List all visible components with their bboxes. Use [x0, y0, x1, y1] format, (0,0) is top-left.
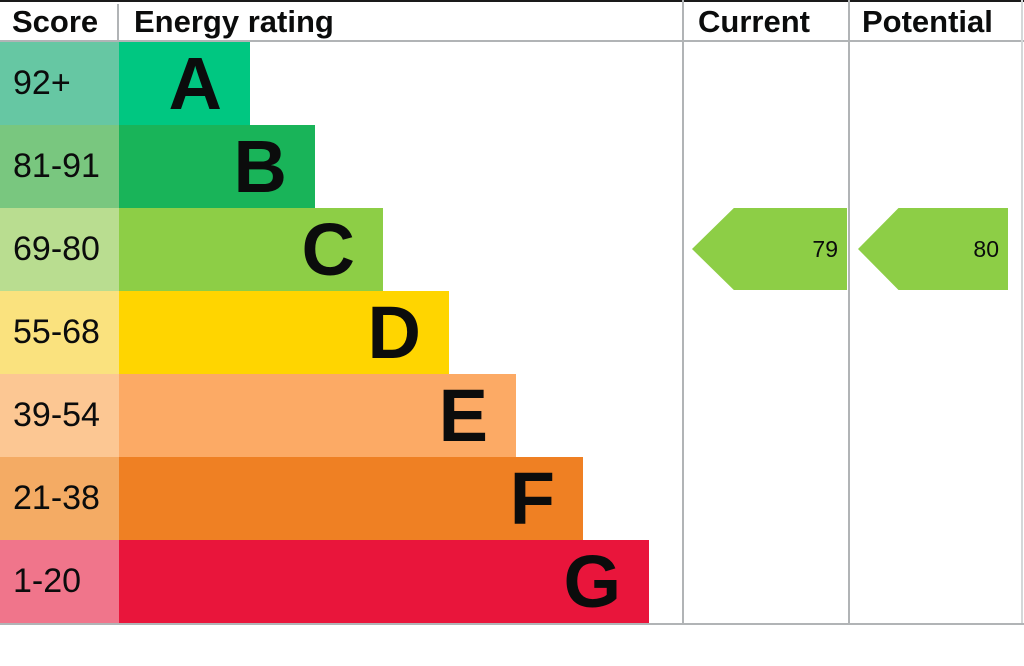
header-score: Score — [12, 4, 99, 39]
score-range-c: 69-80 — [0, 208, 119, 291]
rating-band-row-a: 92+ A — [0, 42, 1024, 125]
band-bar-e: E — [119, 374, 516, 457]
score-range-d: 55-68 — [0, 291, 119, 374]
potential-rating-value: 80 — [973, 235, 999, 262]
rating-bands: 92+ A 81-91 B 69-80 C 55-68 D 39-54 E 21-38 F 1-20 G — [0, 42, 1024, 623]
header-energy-rating: Energy rating — [134, 4, 334, 39]
header-score-divider — [117, 4, 119, 40]
rating-band-row-c: 69-80 C — [0, 208, 1024, 291]
rating-band-row-d: 55-68 D — [0, 291, 1024, 374]
rating-band-row-e: 39-54 E — [0, 374, 1024, 457]
chart-header-row: Score Energy rating Current Potential — [0, 0, 1024, 42]
score-range-e: 39-54 — [0, 374, 119, 457]
bottom-border — [0, 623, 1024, 625]
band-bar-d: D — [119, 291, 449, 374]
band-bar-b: B — [119, 125, 315, 208]
band-letter-e: E — [438, 374, 488, 457]
score-range-f: 21-38 — [0, 457, 119, 540]
band-letter-g: G — [563, 540, 621, 623]
current-column-divider — [682, 0, 684, 625]
score-range-a: 92+ — [0, 42, 119, 125]
header-current: Current — [698, 4, 810, 39]
score-range-g: 1-20 — [0, 540, 119, 623]
header-potential: Potential — [862, 4, 993, 39]
band-letter-b: B — [233, 125, 287, 208]
potential-column-divider — [848, 0, 850, 625]
band-bar-g: G — [119, 540, 649, 623]
right-border — [1021, 0, 1023, 625]
band-bar-a: A — [119, 42, 250, 125]
band-letter-a: A — [168, 42, 222, 125]
band-bar-f: F — [119, 457, 583, 540]
band-letter-c: C — [301, 208, 355, 291]
band-letter-f: F — [509, 457, 555, 540]
band-bar-c: C — [119, 208, 383, 291]
rating-band-row-g: 1-20 G — [0, 540, 1024, 623]
current-rating-value: 79 — [812, 235, 838, 262]
rating-band-row-f: 21-38 F — [0, 457, 1024, 540]
score-range-b: 81-91 — [0, 125, 119, 208]
rating-band-row-b: 81-91 B — [0, 125, 1024, 208]
band-letter-d: D — [367, 291, 421, 374]
